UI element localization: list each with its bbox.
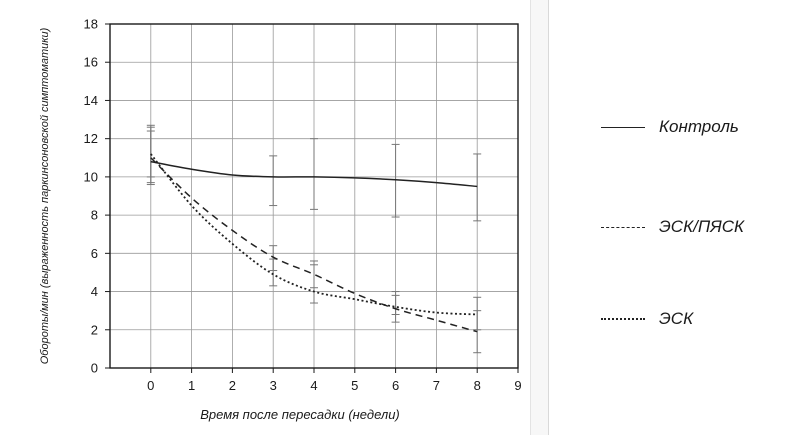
y-tick-label: 18 (84, 17, 98, 32)
y-tick-label: 0 (91, 361, 98, 376)
chart-panel: 0 1 2 3 4 5 6 7 8 9 0 2 4 6 8 10 12 14 16 18 Время после пе… (39, 0, 531, 435)
x-tick-label: 2 (229, 378, 236, 393)
error-bar-esc (269, 258, 278, 287)
error-bar-control (391, 143, 400, 218)
x-tick-label: 9 (514, 378, 521, 393)
y-tick-label: 6 (91, 246, 98, 261)
error-bars (146, 124, 482, 354)
grid (110, 24, 519, 368)
error-bar-esc (391, 291, 400, 315)
series-line-control (150, 160, 478, 188)
legend: Контроль ЭСК/ПЯСК ЭСК (549, 0, 796, 435)
x-tick-label: 8 (474, 378, 481, 393)
error-bar-esc (146, 126, 155, 178)
x-tick-label: 0 (147, 378, 154, 393)
y-axis-title: Обороты/мин (выраженность паркинсоновско… (39, 27, 51, 364)
x-tick-label: 6 (392, 378, 399, 393)
error-bar-control (473, 153, 482, 222)
legend-item-control: Контроль (601, 115, 739, 139)
y-tick-label: 14 (84, 93, 98, 108)
x-tick-label: 3 (270, 378, 277, 393)
x-axis-title: Время после пересадки (недели) (200, 407, 400, 422)
error-bar-esc (473, 296, 482, 331)
y-tick-label: 16 (84, 55, 98, 70)
y-tick-label: 10 (84, 169, 98, 184)
x-tick-label: 5 (351, 378, 358, 393)
legend-swatch-dashed (601, 226, 645, 228)
series-lines (150, 153, 478, 333)
error-bar-control (310, 138, 318, 210)
series-line-esc (150, 153, 478, 316)
x-tick-label: 4 (310, 378, 317, 393)
x-tick-label: 7 (433, 378, 440, 393)
axes (105, 23, 519, 373)
legend-label-control: Контроль (659, 117, 739, 136)
y-tick-label: 12 (84, 131, 98, 146)
legend-item-esc-pesc: ЭСК/ПЯСК (601, 215, 744, 239)
y-tick-label: 2 (91, 322, 98, 337)
legend-swatch-dotted (601, 318, 645, 320)
panel-divider (531, 0, 549, 435)
legend-swatch-solid (601, 126, 645, 128)
error-bar-control (269, 155, 278, 207)
y-tick-label: 4 (91, 284, 98, 299)
error-bar-esc (310, 264, 318, 304)
y-tick-label: 8 (91, 208, 98, 223)
legend-item-esc: ЭСК (601, 307, 693, 331)
x-tick-label: 1 (188, 378, 195, 393)
legend-label-esc: ЭСК (659, 309, 694, 328)
legend-label-esc-pesc: ЭСК/ПЯСК (659, 217, 745, 236)
series-line-esc-pesc (150, 157, 478, 333)
